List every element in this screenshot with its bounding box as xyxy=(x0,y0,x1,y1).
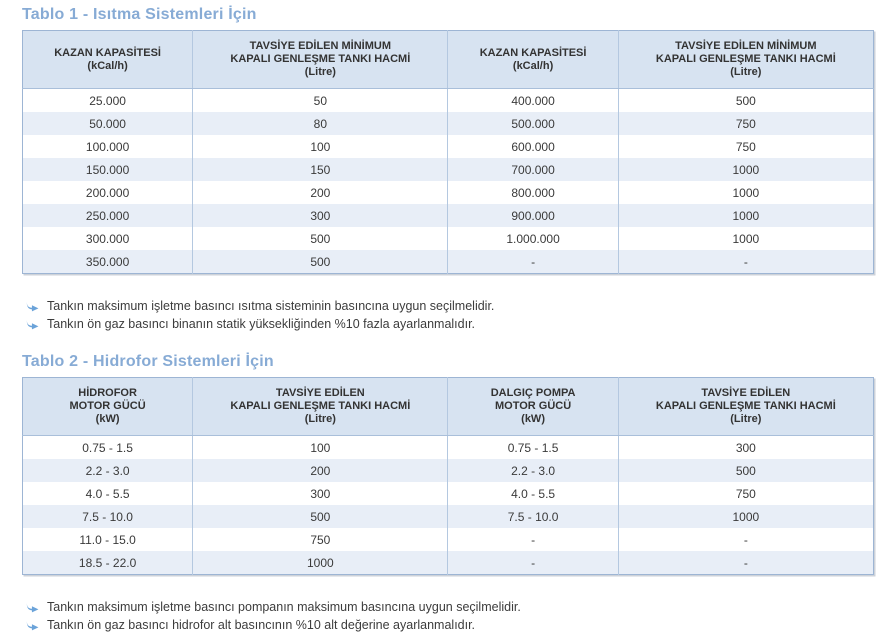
table-cell: 700.000 xyxy=(447,158,619,181)
table1-header-boiler-capacity-left: KAZAN KAPASİTESİ (kCal/h) xyxy=(22,30,193,89)
note-text: Tankın ön gaz basıncı binanın statik yük… xyxy=(47,317,476,331)
table-row: 25.000 50 400.000 500 xyxy=(22,88,874,112)
table-cell: 100 xyxy=(192,435,448,459)
table-cell: 300 xyxy=(192,204,448,227)
table-cell: 800.000 xyxy=(447,181,619,204)
table1-header-tank-volume-right: TAVSİYE EDİLEN MİNİMUM KAPALI GENLEŞME T… xyxy=(617,30,874,89)
table-cell: 4.0 - 5.5 xyxy=(22,482,193,505)
table-cell: 250.000 xyxy=(22,204,193,227)
table-cell: 7.5 - 10.0 xyxy=(447,505,619,528)
table2-header-row: HİDROFOR MOTOR GÜCÜ (kW) TAVSİYE EDİLEN … xyxy=(22,377,874,436)
table-cell: 1.000.000 xyxy=(447,227,619,250)
table-cell: 150 xyxy=(192,158,448,181)
table-cell: 2.2 - 3.0 xyxy=(447,459,619,482)
table-cell: 500.000 xyxy=(447,112,619,135)
table-cell: 500 xyxy=(617,459,874,482)
table-cell: - xyxy=(447,551,619,575)
table-cell: 50.000 xyxy=(22,112,193,135)
table-cell: 750 xyxy=(617,112,874,135)
table-cell: 500 xyxy=(192,505,448,528)
table-cell: 100.000 xyxy=(22,135,193,158)
table1-header-boiler-capacity-right: KAZAN KAPASİTESİ (kCal/h) xyxy=(447,30,619,89)
table-cell: 200 xyxy=(192,181,448,204)
table-cell: 900.000 xyxy=(447,204,619,227)
table-row: 150.000 150 700.000 1000 xyxy=(22,158,874,181)
table-cell: 25.000 xyxy=(22,88,193,112)
note-text: Tankın ön gaz basıncı hidrofor alt basın… xyxy=(47,618,476,632)
table-cell: 1000 xyxy=(617,158,874,181)
table-cell: 350.000 xyxy=(22,250,193,274)
table-cell: - xyxy=(617,250,874,274)
table-cell: 750 xyxy=(617,135,874,158)
table1-notes: Tankın maksimum işletme basıncı ısıtma s… xyxy=(26,297,874,333)
table-cell: 2.2 - 3.0 xyxy=(22,459,193,482)
table-row: 18.5 - 22.0 1000 - - xyxy=(22,551,874,575)
table-cell: 80 xyxy=(192,112,448,135)
table1-header-tank-volume-left: TAVSİYE EDİLEN MİNİMUM KAPALI GENLEŞME T… xyxy=(192,30,448,89)
table-row: 7.5 - 10.0 500 7.5 - 10.0 1000 xyxy=(22,505,874,528)
table-row: 100.000 100 600.000 750 xyxy=(22,135,874,158)
table-row: 11.0 - 15.0 750 - - xyxy=(22,528,874,551)
table-cell: 500 xyxy=(617,88,874,112)
table-cell: 150.000 xyxy=(22,158,193,181)
table-cell: 750 xyxy=(617,482,874,505)
table-cell: 0.75 - 1.5 xyxy=(22,435,193,459)
table-row: 0.75 - 1.5 100 0.75 - 1.5 300 xyxy=(22,435,874,459)
table-cell: 7.5 - 10.0 xyxy=(22,505,193,528)
table-cell: - xyxy=(447,250,619,274)
table-cell: 300.000 xyxy=(22,227,193,250)
note-arrow-icon xyxy=(26,319,39,329)
table-cell: 11.0 - 15.0 xyxy=(22,528,193,551)
table-cell: 500 xyxy=(192,227,448,250)
table-row: 200.000 200 800.000 1000 xyxy=(22,181,874,204)
table-row: 2.2 - 3.0 200 2.2 - 3.0 500 xyxy=(22,459,874,482)
table-cell: 1000 xyxy=(617,204,874,227)
table1-title: Tablo 1 - Isıtma Sistemleri İçin xyxy=(22,6,257,23)
table-cell: 300 xyxy=(192,482,448,505)
table-cell: 200.000 xyxy=(22,181,193,204)
note-line: Tankın ön gaz basıncı binanın statik yük… xyxy=(26,315,874,333)
table2: HİDROFOR MOTOR GÜCÜ (kW) TAVSİYE EDİLEN … xyxy=(22,377,874,575)
table-cell: 300 xyxy=(617,435,874,459)
table1: KAZAN KAPASİTESİ (kCal/h) TAVSİYE EDİLEN… xyxy=(22,30,874,274)
table-cell: 1000 xyxy=(617,505,874,528)
table-row: 4.0 - 5.5 300 4.0 - 5.5 750 xyxy=(22,482,874,505)
table-cell: 4.0 - 5.5 xyxy=(447,482,619,505)
table2-header-tank-volume-right: TAVSİYE EDİLEN KAPALI GENLEŞME TANKI HAC… xyxy=(617,377,874,436)
table2-header-tank-volume-left: TAVSİYE EDİLEN KAPALI GENLEŞME TANKI HAC… xyxy=(192,377,448,436)
note-line: Tankın ön gaz basıncı hidrofor alt basın… xyxy=(26,616,874,634)
table2-title: Tablo 2 - Hidrofor Sistemleri İçin xyxy=(22,353,274,370)
note-arrow-icon xyxy=(26,301,39,311)
table-cell: 400.000 xyxy=(447,88,619,112)
table-cell: - xyxy=(617,528,874,551)
table-cell: 750 xyxy=(192,528,448,551)
note-text: Tankın maksimum işletme basıncı pompanın… xyxy=(47,600,521,614)
note-arrow-icon xyxy=(26,602,39,612)
table-cell: 100 xyxy=(192,135,448,158)
table-cell: 50 xyxy=(192,88,448,112)
table1-header-row: KAZAN KAPASİTESİ (kCal/h) TAVSİYE EDİLEN… xyxy=(22,30,874,89)
table-cell: - xyxy=(617,551,874,575)
table-cell: 1000 xyxy=(617,181,874,204)
table-row: 350.000 500 - - xyxy=(22,250,874,274)
table-cell: 500 xyxy=(192,250,448,274)
table2-header-submersible-motor: DALGIÇ POMPA MOTOR GÜCÜ (kW) xyxy=(447,377,619,436)
table-cell: 1000 xyxy=(617,227,874,250)
table-cell: 1000 xyxy=(192,551,448,575)
table-cell: 0.75 - 1.5 xyxy=(447,435,619,459)
table-row: 300.000 500 1.000.000 1000 xyxy=(22,227,874,250)
table-cell: 18.5 - 22.0 xyxy=(22,551,193,575)
note-arrow-icon xyxy=(26,620,39,630)
note-line: Tankın maksimum işletme basıncı ısıtma s… xyxy=(26,297,874,315)
note-text: Tankın maksimum işletme basıncı ısıtma s… xyxy=(47,299,495,313)
note-line: Tankın maksimum işletme basıncı pompanın… xyxy=(26,598,874,616)
table-row: 50.000 80 500.000 750 xyxy=(22,112,874,135)
table2-header-hydrophore-motor: HİDROFOR MOTOR GÜCÜ (kW) xyxy=(22,377,193,436)
table2-notes: Tankın maksimum işletme basıncı pompanın… xyxy=(26,598,874,634)
table-cell: 200 xyxy=(192,459,448,482)
table-cell: 600.000 xyxy=(447,135,619,158)
table-cell: - xyxy=(447,528,619,551)
table-row: 250.000 300 900.000 1000 xyxy=(22,204,874,227)
